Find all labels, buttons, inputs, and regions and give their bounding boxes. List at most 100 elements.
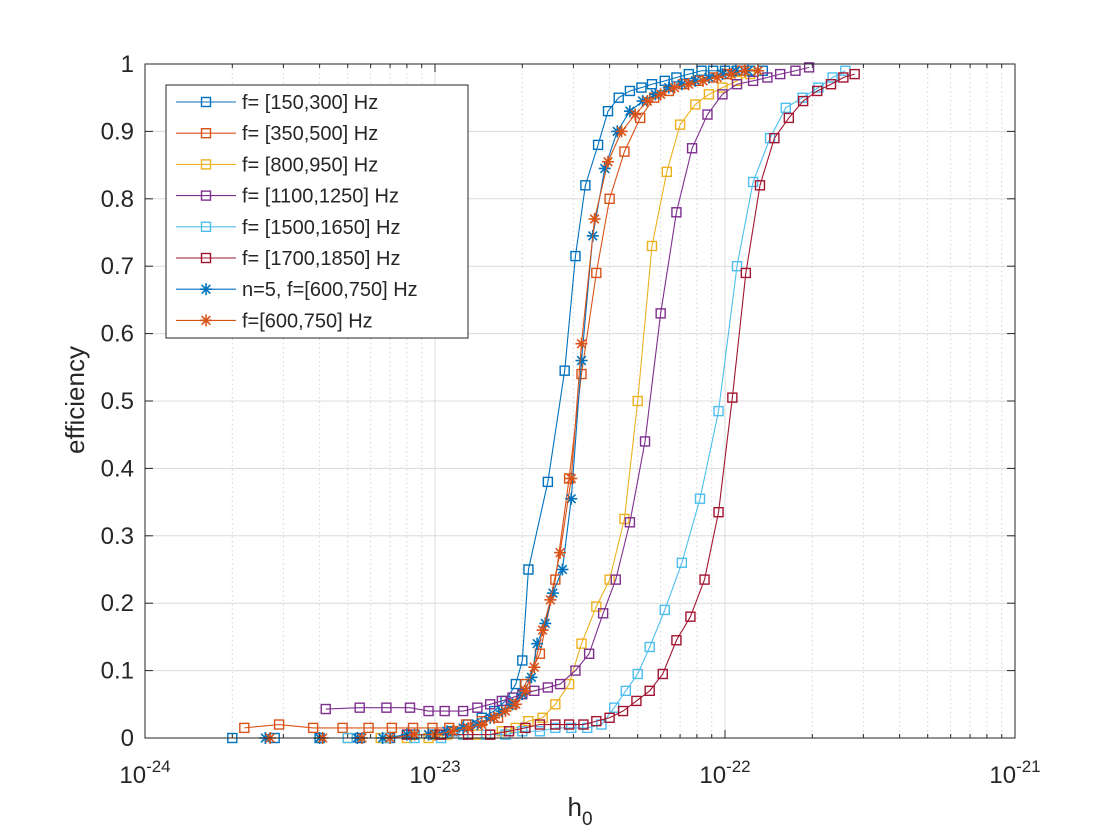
data-point	[685, 611, 696, 622]
data-point	[644, 641, 655, 653]
data-point	[307, 722, 319, 734]
x-tick-label: 10-23	[409, 757, 460, 789]
data-point	[597, 608, 609, 619]
data-point	[717, 89, 728, 100]
x-tick-label: 10-22	[699, 757, 750, 789]
data-point	[519, 684, 532, 697]
data-point	[273, 719, 285, 730]
y-tick-label: 0.7	[101, 253, 134, 280]
x-axis-label: h0	[567, 792, 592, 830]
data-point	[576, 638, 587, 649]
data-point	[457, 705, 469, 717]
data-point	[523, 715, 534, 727]
data-point	[570, 665, 581, 676]
data-point	[554, 678, 566, 690]
data-point	[661, 166, 673, 178]
data-point	[632, 668, 643, 680]
data-point	[639, 436, 651, 447]
data-point	[363, 722, 374, 734]
data-point	[386, 722, 398, 734]
y-tick-label: 0.8	[101, 186, 134, 213]
data-point	[550, 719, 561, 730]
data-point	[797, 95, 809, 107]
series-line	[406, 73, 855, 736]
data-point	[619, 513, 630, 525]
data-point	[531, 637, 544, 650]
legend-box	[165, 84, 469, 339]
data-point	[439, 705, 450, 717]
data-point	[774, 68, 786, 80]
data-point	[534, 719, 546, 730]
data-point	[838, 72, 849, 83]
data-point	[576, 368, 587, 380]
data-point	[725, 68, 738, 81]
tick-marks	[144, 63, 1016, 739]
data-point	[565, 472, 578, 485]
data-point	[610, 574, 621, 585]
data-point	[570, 250, 581, 262]
data-point	[754, 180, 766, 191]
data-point	[849, 68, 860, 80]
data-point	[534, 726, 546, 737]
data-point	[550, 699, 561, 710]
data-point	[591, 601, 602, 612]
data-point	[631, 695, 642, 707]
data-point	[462, 721, 475, 734]
y-tick-label: 0.4	[101, 455, 134, 482]
data-point	[472, 702, 483, 713]
data-point	[588, 213, 601, 226]
y-tick-label: 0.5	[101, 388, 134, 415]
data-point	[602, 155, 615, 168]
legend-label: n=5, f=[600,750] Hz	[242, 279, 418, 301]
legend-label: f= [1700,1850] Hz	[242, 248, 400, 270]
data-point	[731, 261, 743, 272]
data-point	[825, 79, 837, 90]
data-point	[740, 267, 752, 279]
data-point	[747, 176, 759, 188]
data-point	[699, 574, 710, 585]
legend-marker	[200, 283, 212, 296]
data-point	[337, 722, 348, 734]
data-point	[641, 95, 654, 108]
data-point	[671, 72, 682, 83]
data-point	[592, 139, 604, 151]
legend: f= [150,300] Hz f= [350,500] Hz f= [800,95…	[165, 84, 469, 339]
legend-label: f=[600,750] Hz	[242, 310, 373, 332]
x-tick-label: 10-24	[119, 757, 170, 789]
data-point	[654, 88, 667, 101]
legend-item: f= [150,300] Hz	[176, 92, 378, 114]
data-point	[636, 82, 647, 93]
legend-label: f= [150,300] Hz	[242, 92, 378, 114]
data-point	[713, 507, 724, 518]
data-point	[484, 729, 496, 740]
data-point	[690, 99, 701, 110]
data-point	[536, 624, 549, 637]
series-6	[401, 68, 860, 740]
data-point	[320, 703, 331, 715]
data-point	[682, 78, 695, 91]
legend-marker	[200, 190, 212, 201]
data-point	[509, 698, 522, 711]
data-point	[591, 715, 602, 727]
legend-marker	[200, 96, 212, 108]
legend-marker	[200, 127, 212, 139]
legend-item: f= [800,950] Hz	[176, 154, 378, 176]
data-point	[738, 64, 751, 77]
legend-label: f= [1500,1650] Hz	[242, 217, 400, 239]
data-point	[525, 671, 538, 684]
series-4	[320, 62, 815, 717]
data-point	[769, 132, 780, 144]
data-point	[655, 308, 666, 319]
data-point	[696, 65, 707, 76]
data-point	[671, 635, 682, 646]
series-line	[325, 66, 810, 712]
data-point	[619, 146, 630, 157]
data-point	[803, 62, 815, 73]
data-point	[591, 267, 602, 279]
data-point	[697, 74, 710, 87]
data-point	[446, 725, 459, 738]
data-point	[659, 75, 670, 87]
data-point	[717, 82, 728, 93]
data-point	[566, 722, 577, 734]
legend-item: f=[600,750] Hz	[176, 310, 373, 332]
